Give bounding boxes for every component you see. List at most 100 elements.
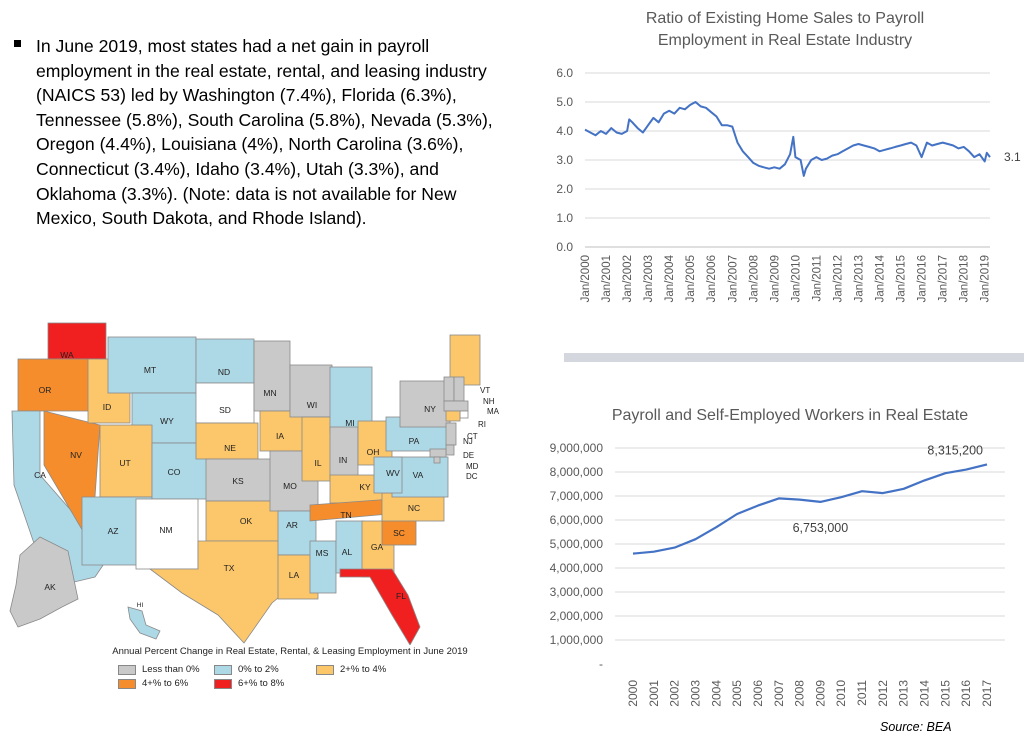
legend-label: 2+% to 4%	[340, 664, 387, 675]
x-tick-label: Jan/2018	[959, 255, 971, 302]
x-tick-label: 2001	[647, 680, 661, 707]
state-label-ne: NE	[224, 443, 236, 453]
state-shape-sc	[381, 518, 417, 546]
legend-swatch	[214, 678, 232, 689]
state-label-nm: NM	[159, 525, 172, 535]
data-label: 8,315,200	[927, 443, 983, 457]
state-label-az: AZ	[108, 526, 119, 536]
x-tick-label: Jan/2007	[727, 255, 739, 302]
state-label-oh: OH	[367, 447, 380, 457]
state-shape-ms	[309, 540, 337, 594]
x-tick-label: 2006	[751, 680, 765, 707]
state-shape-ny	[399, 380, 451, 428]
legend-swatch	[118, 664, 136, 675]
state-shape-nc	[381, 492, 445, 522]
data-label: 3.1	[1004, 150, 1021, 164]
state-shape-nj	[445, 422, 457, 446]
x-tick-label: Jan/2011	[811, 255, 823, 301]
state-ne: NE	[195, 422, 259, 460]
state-ms: MS	[309, 540, 337, 594]
x-tick-label: Jan/2003	[643, 255, 655, 302]
state-shape-dc	[433, 456, 441, 464]
legend-swatch	[214, 664, 232, 675]
state-mt: MT	[107, 336, 197, 394]
us-map: WA OR CA NV ID MT WY UT AZ CO NM ND SD NE KS OK TX MN IA MO…	[9, 322, 500, 645]
x-tick-label: 2017	[980, 680, 994, 707]
state-or: OR	[17, 358, 97, 412]
state-label-hi: HI	[137, 602, 144, 609]
y-tick-label: 3.0	[556, 153, 573, 167]
state-label-wy: WY	[160, 416, 174, 426]
state-label-va: VA	[413, 470, 424, 480]
state-ri: RI	[459, 410, 486, 429]
y-tick-label: 6,000,000	[550, 513, 604, 527]
state-label-dc: DC	[466, 472, 478, 481]
state-ak: AK	[9, 536, 79, 628]
state-shape-md	[429, 448, 447, 458]
x-tick-label: Jan/2016	[917, 255, 929, 302]
x-tick-label: 2010	[834, 680, 848, 707]
state-il: IL	[301, 416, 333, 482]
x-tick-label: Jan/2001	[601, 255, 613, 302]
state-label-ny: NY	[424, 404, 436, 414]
x-tick-label: Jan/2006	[706, 255, 718, 302]
state-shape-vt	[443, 376, 455, 402]
x-tick-label: Jan/2002	[622, 255, 634, 302]
state-label-il: IL	[314, 458, 321, 468]
summary-text: In June 2019, most states had a net gain…	[36, 36, 493, 229]
state-label-pa: PA	[409, 436, 420, 446]
state-label-sd: SD	[219, 405, 231, 415]
legend-label: 4+% to 6%	[142, 678, 189, 689]
chart2-title: Payroll and Self-Employed Workers in Rea…	[611, 407, 969, 424]
legend-label: 0% to 2%	[238, 664, 279, 675]
state-ut: UT	[99, 424, 153, 498]
state-sc: SC	[381, 518, 417, 546]
real-estate-workers-chart: - 1,000,000 2,000,000 3,000,000 4,000,000 5,0…	[550, 441, 1005, 707]
state-fl: FL	[339, 568, 421, 645]
legend-item: 4+% to 6%	[118, 678, 188, 689]
x-tick-label: 2000	[626, 680, 640, 707]
x-tick-label: Jan/2013	[854, 255, 866, 302]
state-wv: WV	[373, 456, 403, 494]
state-label-mi: MI	[345, 418, 354, 428]
state-al: AL	[335, 520, 365, 574]
state-ga: GA	[361, 520, 395, 578]
state-label-ar: AR	[286, 520, 298, 530]
x-tick-label: 2014	[918, 680, 932, 707]
state-label-ia: IA	[276, 431, 284, 441]
state-nc: NC	[381, 492, 445, 522]
state-label-ct: CT	[467, 432, 478, 441]
state-label-la: LA	[289, 570, 300, 580]
state-label-in: IN	[339, 455, 348, 465]
x-tick-label: 2003	[688, 680, 702, 707]
state-shape-nd	[195, 338, 255, 384]
state-shape-il	[301, 416, 333, 482]
state-label-mo: MO	[283, 481, 297, 491]
x-tick-label: Jan/2012	[832, 255, 844, 302]
y-tick-label: 5.0	[556, 95, 573, 109]
home-sales-ratio-chart: 0.0 1.0 2.0 3.0 4.0 5.0 6.0 Jan/2000 Jan/2001 Jan…	[556, 66, 1021, 302]
state-label-nj: NJ	[463, 437, 473, 446]
x-tick-label: Jan/2019	[980, 255, 992, 302]
y-tick-label: 3,000,000	[550, 585, 604, 599]
state-shape-ct	[445, 410, 461, 422]
map-caption: Annual Percent Change in Real Estate, Re…	[112, 646, 468, 657]
y-tick-label: 5,000,000	[550, 537, 604, 551]
legend-swatch	[316, 664, 334, 675]
state-label-mn: MN	[263, 388, 276, 398]
state-shape-wi	[289, 364, 333, 418]
state-label-sc: SC	[393, 528, 405, 538]
x-tick-label: Jan/2017	[938, 255, 950, 302]
state-label-wa: WA	[60, 350, 74, 360]
chart1-title: Ratio of Existing Home Sales to Payroll …	[645, 10, 925, 49]
state-shape-fl	[339, 568, 421, 645]
state-shape-ak	[9, 536, 79, 628]
legend-swatch	[118, 678, 136, 689]
state-label-fl: FL	[396, 591, 406, 601]
state-shape-ks	[205, 458, 275, 502]
x-tick-label: 2004	[709, 680, 723, 707]
y-tick-label: 7,000,000	[550, 489, 604, 503]
legend-item: Less than 0%	[118, 664, 200, 675]
state-label-nd: ND	[218, 367, 230, 377]
legend-item: 2+% to 4%	[316, 664, 386, 675]
